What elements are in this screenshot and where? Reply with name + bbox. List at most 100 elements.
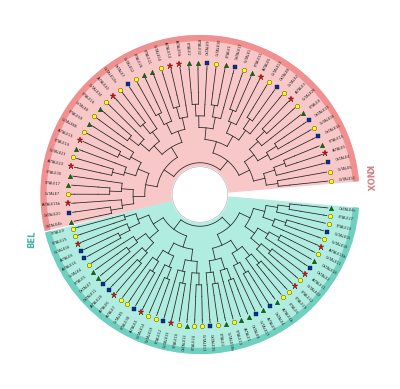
Text: OsTALE18: OsTALE18 [320, 263, 337, 275]
Text: AtTALE9: AtTALE9 [265, 316, 276, 331]
Text: CsTALE30: CsTALE30 [216, 38, 222, 56]
Text: CsTALE10: CsTALE10 [339, 176, 356, 182]
Text: PiTALE22: PiTALE22 [299, 290, 314, 304]
Text: PiTALE9: PiTALE9 [51, 229, 66, 236]
Text: OsTALE7: OsTALE7 [78, 281, 93, 294]
Text: OsTALE20: OsTALE20 [44, 212, 62, 218]
Text: CsTALE12: CsTALE12 [122, 56, 134, 74]
Text: CsTALE26: CsTALE26 [302, 87, 318, 102]
Text: AtTALE40: AtTALE40 [95, 75, 109, 91]
Text: PiTALE25: PiTALE25 [52, 237, 68, 246]
Text: PiTALE69: PiTALE69 [68, 109, 83, 121]
Text: CsTALE16: CsTALE16 [54, 245, 71, 255]
Text: OsTALE4: OsTALE4 [335, 155, 351, 163]
Text: PiTALE32: PiTALE32 [196, 39, 200, 55]
Text: CsTALE17: CsTALE17 [258, 320, 269, 338]
Text: AtTALE6: AtTALE6 [98, 300, 111, 313]
Text: CsTALE8: CsTALE8 [74, 101, 89, 113]
Text: PiTALE20: PiTALE20 [336, 224, 352, 231]
Text: PiTALE16: PiTALE16 [173, 332, 179, 349]
Text: CsTALE5: CsTALE5 [337, 165, 353, 172]
Text: CsTALE16: CsTALE16 [320, 114, 337, 126]
Text: CsTALE13: CsTALE13 [200, 334, 205, 352]
Text: PiTALE38: PiTALE38 [120, 314, 132, 330]
Text: AtTALE20: AtTALE20 [46, 159, 64, 167]
Text: PiTALE35: PiTALE35 [46, 170, 62, 177]
Text: PiTALE17: PiTALE17 [44, 181, 61, 186]
Text: CsTALE23: CsTALE23 [48, 149, 66, 157]
Text: PiTALE19: PiTALE19 [53, 138, 70, 148]
Text: PiTALE5: PiTALE5 [74, 275, 88, 286]
Text: PiTALE26: PiTALE26 [132, 53, 142, 69]
Text: CsTALE33: CsTALE33 [163, 330, 171, 348]
Text: OsTALE9: OsTALE9 [250, 324, 260, 339]
Text: AtTALE7: AtTALE7 [106, 305, 118, 319]
Text: CsTALE4: CsTALE4 [68, 268, 83, 279]
Text: CsTALE7: CsTALE7 [45, 192, 60, 196]
Text: AtTALE4: AtTALE4 [129, 319, 139, 333]
Text: AtTALE8: AtTALE8 [60, 252, 74, 263]
Text: AtTALE15: AtTALE15 [56, 128, 74, 138]
Text: BEL: BEL [27, 230, 36, 248]
Text: AtTALE16: AtTALE16 [62, 260, 78, 272]
Circle shape [172, 167, 228, 222]
Text: PiTALE11: PiTALE11 [254, 51, 264, 67]
Text: OsTALE4c: OsTALE4c [339, 207, 356, 213]
Text: AtTALE5b: AtTALE5b [174, 39, 180, 57]
Text: PiTALE15: PiTALE15 [329, 134, 345, 144]
Text: CsTALE15: CsTALE15 [334, 232, 351, 241]
Text: CsTALE18: CsTALE18 [331, 240, 348, 250]
Text: PiTALE8: PiTALE8 [308, 98, 322, 109]
Text: PiTALE2: PiTALE2 [185, 41, 190, 55]
Text: CsTALE5: CsTALE5 [113, 310, 124, 325]
Text: AtTALE6: AtTALE6 [262, 56, 273, 71]
Text: OsTALE35: OsTALE35 [209, 334, 214, 352]
Text: CsTALE19: CsTALE19 [145, 326, 155, 343]
Text: PiTALE6: PiTALE6 [286, 302, 298, 315]
Wedge shape [46, 194, 358, 353]
Text: CsTALE34: CsTALE34 [87, 83, 102, 98]
Text: CsTALE14: CsTALE14 [136, 322, 147, 340]
Text: CsTALE6B: CsTALE6B [61, 118, 78, 130]
Text: CsTALE2: CsTALE2 [288, 74, 300, 88]
Text: PiTALE2: PiTALE2 [217, 333, 223, 347]
Text: AtTALE15b: AtTALE15b [41, 202, 61, 207]
Text: AtTALE1: AtTALE1 [242, 327, 250, 342]
Text: OsTALE2: OsTALE2 [315, 270, 330, 282]
Text: OsTALE7: OsTALE7 [113, 64, 125, 79]
Text: CsTALE1: CsTALE1 [244, 47, 253, 63]
Text: CsTALE19b: CsTALE19b [226, 331, 234, 351]
Text: OsTALE11: OsTALE11 [83, 288, 98, 303]
Text: CsTALE12b: CsTALE12b [102, 67, 117, 84]
Text: KNOX: KNOX [364, 165, 373, 192]
Wedge shape [41, 36, 358, 230]
Text: PiTALE13: PiTALE13 [234, 329, 242, 345]
Wedge shape [46, 208, 358, 353]
Text: OsTALE16: OsTALE16 [324, 123, 342, 135]
Text: CsTALE11: CsTALE11 [324, 256, 341, 267]
Text: PiTALE19: PiTALE19 [293, 296, 307, 311]
Text: PiTALE24: PiTALE24 [192, 334, 196, 350]
Text: OsTALE17: OsTALE17 [235, 42, 243, 60]
Text: AtTALE28: AtTALE28 [90, 294, 104, 309]
Text: CsTALE14: CsTALE14 [152, 44, 161, 61]
Text: CsTALE13: CsTALE13 [271, 60, 284, 76]
Text: AtTALE5: AtTALE5 [332, 145, 347, 153]
Text: AtTALE11: AtTALE11 [310, 277, 326, 291]
Text: PiTALE1: PiTALE1 [225, 44, 232, 58]
Text: OsTALE12: OsTALE12 [182, 333, 188, 351]
Text: OsTALE9: OsTALE9 [206, 39, 210, 55]
Text: OsTALE8: OsTALE8 [280, 67, 292, 82]
Text: PiTALE27: PiTALE27 [338, 216, 354, 222]
Text: AtTALE3: AtTALE3 [295, 81, 308, 95]
Text: CsTALE22: CsTALE22 [305, 284, 321, 298]
Text: PiTALE16: PiTALE16 [80, 92, 95, 105]
Text: AtTALE14: AtTALE14 [163, 41, 170, 59]
Text: AtTALE4b: AtTALE4b [280, 307, 293, 323]
Text: OsTALE4b: OsTALE4b [46, 222, 64, 229]
Wedge shape [41, 36, 358, 230]
Text: PiTALE21: PiTALE21 [142, 49, 152, 65]
Text: PiTALE12: PiTALE12 [154, 328, 163, 345]
Text: AtTALE16b: AtTALE16b [328, 248, 347, 259]
Text: OsTALE13: OsTALE13 [314, 104, 331, 117]
